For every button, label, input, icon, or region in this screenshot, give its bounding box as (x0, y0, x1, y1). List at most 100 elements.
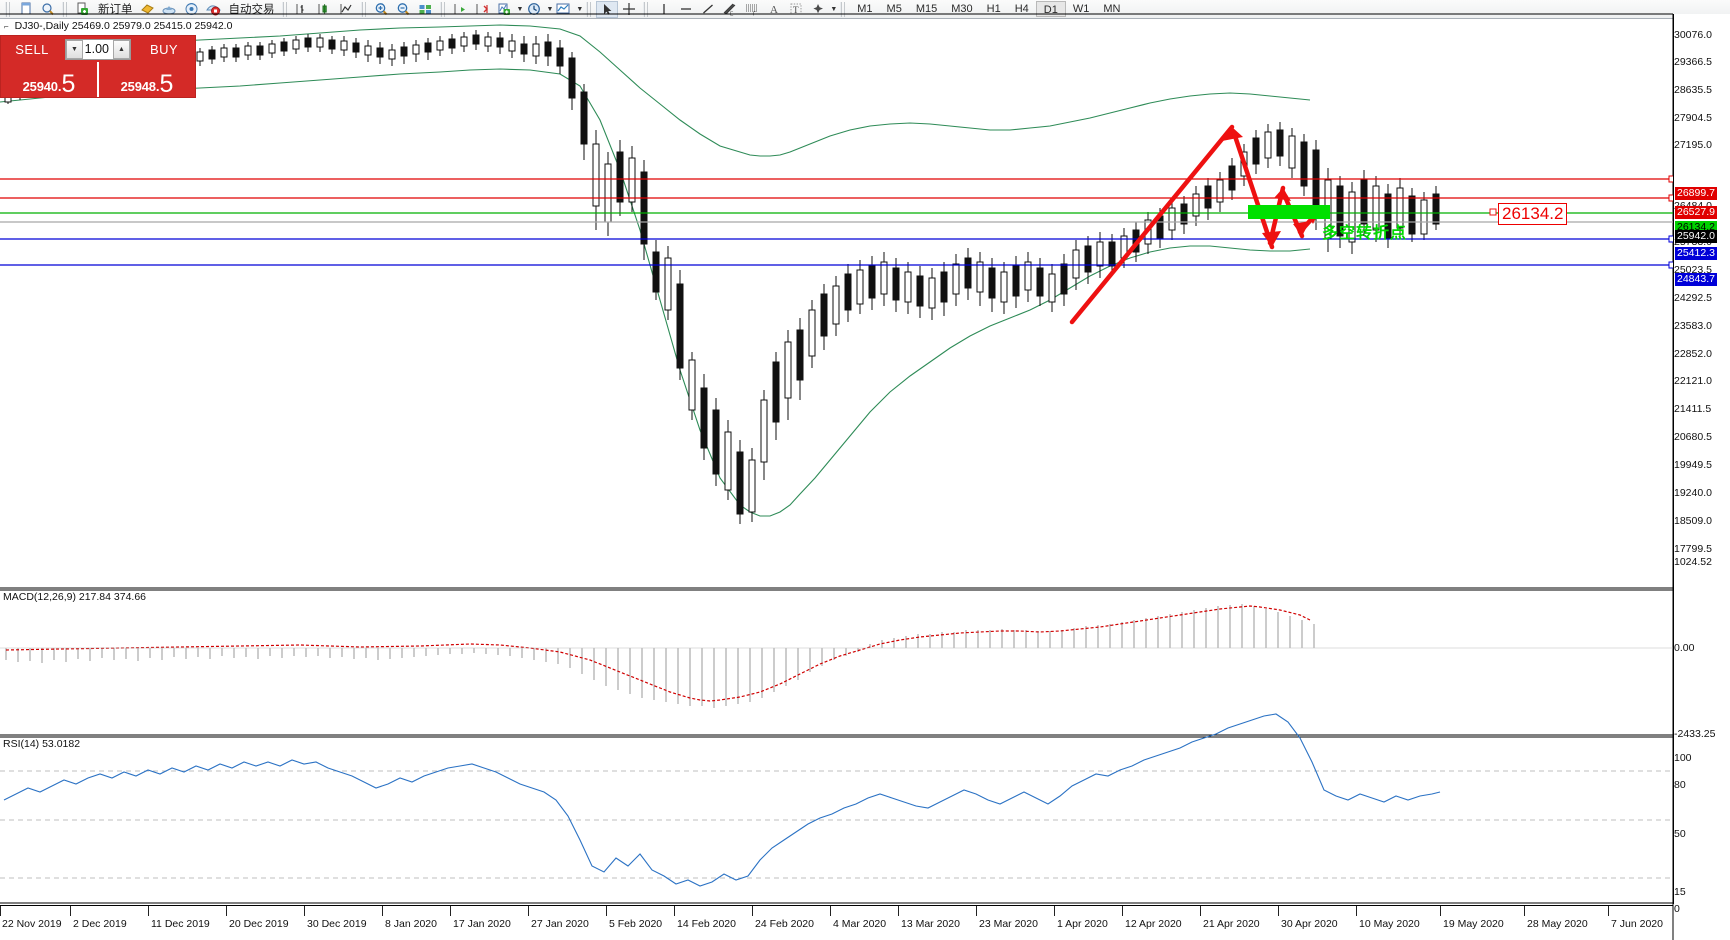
crosshair-icon[interactable] (618, 1, 640, 18)
metaeditor-icon[interactable] (137, 1, 159, 18)
support-zone-rectangle[interactable] (1248, 205, 1330, 219)
indicators-icon[interactable] (494, 1, 516, 18)
buy-price-separator: . (155, 79, 160, 94)
templates-chevron-down-icon[interactable]: ▼ (576, 5, 584, 13)
axis-tick: 30076.0 (1674, 29, 1712, 41)
expert-icon[interactable] (159, 1, 181, 18)
sell-button[interactable]: SELL (15, 41, 49, 57)
autotrade-icon[interactable] (203, 1, 225, 18)
fibonacci-icon[interactable]: F (741, 1, 763, 18)
price-target-box[interactable]: 26134.2 (1498, 203, 1568, 225)
date-tick: 2 Dec 2019 (73, 918, 127, 930)
rsi-series (0, 713, 1673, 887)
axis-tick: 22852.0 (1674, 348, 1712, 360)
status-badge[interactable]: 26527.9 (1675, 206, 1717, 219)
main-toolbar: 新订单 自动交易 (0, 0, 1730, 19)
vertical-line-icon[interactable] (653, 1, 675, 18)
date-tick: 21 Apr 2020 (1203, 918, 1260, 930)
rsi-axis-tick: 80 (1674, 779, 1686, 791)
chart-shift-icon[interactable] (450, 1, 472, 18)
axis-tick: 27195.0 (1674, 139, 1712, 151)
equidistant-channel-icon[interactable]: E (719, 1, 741, 18)
trade-panel-divider (97, 62, 99, 97)
candlestick-icon[interactable] (314, 1, 336, 18)
date-tick: 5 Feb 2020 (609, 918, 663, 930)
toolbar-grip[interactable] (5, 1, 12, 17)
sell-price[interactable]: 25940 . 5 (1, 62, 97, 97)
profiles-icon[interactable] (37, 1, 59, 18)
one-click-trading-panel[interactable]: SELL ▼ 1.00 ▲ BUY 25940 . 5 25948 . 5 (0, 35, 196, 98)
autotrade-label[interactable]: 自动交易 (228, 4, 275, 16)
toolbar-grip-2[interactable] (62, 1, 69, 17)
toolbar-grip-3[interactable] (281, 1, 289, 17)
periodicity-icon[interactable] (523, 1, 545, 18)
volume-increase-button[interactable]: ▲ (113, 39, 130, 59)
toolbar-grip-7[interactable] (643, 1, 651, 17)
macd-axis-tick: -2433.25 (1674, 728, 1716, 740)
trade-panel-prices: 25940 . 5 25948 . 5 (1, 62, 195, 97)
svg-text:A: A (770, 4, 778, 16)
timeframe-h1[interactable]: H1 (986, 3, 1001, 15)
status-badge[interactable]: 25942.0 (1675, 230, 1717, 243)
sell-price-integer: 25940 (22, 79, 58, 94)
zoom-in-icon[interactable] (371, 1, 393, 18)
date-tick: 17 Jan 2020 (453, 918, 511, 930)
axis-tick: 28635.5 (1674, 84, 1712, 96)
date-tick: 27 Jan 2020 (531, 918, 589, 930)
axis-tick: 19240.0 (1674, 487, 1712, 499)
timeframe-h4[interactable]: H4 (1014, 3, 1029, 15)
bar-chart-icon[interactable] (292, 1, 314, 18)
timeframe-m5[interactable]: M5 (886, 3, 902, 15)
date-tick: 24 Feb 2020 (755, 918, 814, 930)
templates-icon[interactable] (553, 1, 575, 18)
date-tick: 30 Dec 2019 (307, 918, 367, 930)
timeframe-m15[interactable]: M15 (915, 3, 938, 15)
periodicity-chevron-down-icon[interactable]: ▼ (546, 5, 554, 13)
horizontal-line-icon[interactable] (675, 1, 697, 18)
trendline-icon[interactable] (697, 1, 719, 18)
timeframe-m30[interactable]: M30 (951, 3, 973, 15)
timeframe-m1[interactable]: M1 (857, 3, 873, 15)
new-order-icon[interactable] (72, 1, 94, 18)
axis-tick: 23583.0 (1674, 320, 1712, 332)
trend-annotation (1069, 124, 1320, 325)
toolbar-grip-5[interactable] (439, 1, 447, 17)
volume-value[interactable]: 1.00 (84, 42, 109, 56)
tile-windows-icon[interactable] (415, 1, 437, 18)
turning-point-note[interactable]: 多空转折点 (1322, 225, 1408, 242)
rsi-pane-label: RSI(14) 53.0182 (3, 738, 81, 750)
new-chart-icon[interactable] (15, 1, 37, 18)
buy-price-integer: 25948 (120, 79, 156, 94)
toolbar-grip-4[interactable] (360, 1, 368, 17)
toolbar-grip-6[interactable] (586, 1, 594, 17)
status-badge[interactable]: 25412.3 (1675, 247, 1717, 260)
text-label-icon[interactable]: T (785, 1, 807, 18)
timeframe-mn[interactable]: MN (1103, 3, 1121, 15)
line-chart-icon[interactable] (336, 1, 358, 18)
symbol-ohlc-text: DJ30-,Daily 25469.0 25979.0 25415.0 2594… (14, 20, 233, 32)
auto-scroll-icon[interactable] (472, 1, 494, 18)
timeframe-w1[interactable]: W1 (1072, 3, 1090, 15)
indicators-chevron-down-icon[interactable]: ▼ (516, 5, 524, 13)
new-order-label[interactable]: 新订单 (98, 4, 133, 16)
date-tick: 13 Mar 2020 (901, 918, 960, 930)
signals-icon[interactable] (181, 1, 203, 18)
cursor-arrow-icon[interactable] (596, 0, 619, 18)
shapes-chevron-down-icon[interactable]: ▼ (830, 5, 838, 13)
buy-price[interactable]: 25948 . 5 (99, 62, 195, 97)
status-badge[interactable]: 26899.7 (1675, 187, 1717, 200)
price-axis[interactable]: 30076.0 29366.5 28635.5 27904.5 27195.0 … (1673, 14, 1730, 915)
status-badge[interactable]: 24843.7 (1675, 273, 1717, 286)
date-axis[interactable]: 22 Nov 2019 2 Dec 2019 11 Dec 2019 20 De… (0, 905, 1673, 940)
date-tick: 8 Jan 2020 (385, 918, 437, 930)
volume-input[interactable]: ▼ 1.00 ▲ (65, 38, 131, 60)
buy-button[interactable]: BUY (150, 41, 178, 57)
text-icon[interactable]: A (763, 1, 785, 18)
toolbar-grip-8[interactable] (840, 1, 848, 17)
volume-decrease-button[interactable]: ▼ (66, 39, 83, 59)
rsi-axis-tick: 50 (1674, 828, 1686, 840)
timeframe-d1[interactable]: D1 (1035, 1, 1066, 17)
date-tick: 12 Apr 2020 (1125, 918, 1182, 930)
shapes-icon[interactable] (807, 1, 829, 18)
zoom-out-icon[interactable] (393, 1, 415, 18)
